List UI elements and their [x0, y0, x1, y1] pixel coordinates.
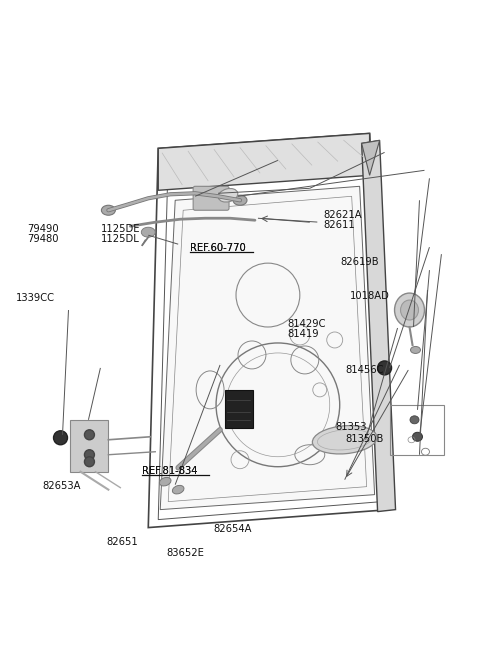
- Text: REF.60-770: REF.60-770: [190, 243, 245, 253]
- Ellipse shape: [395, 293, 424, 327]
- Ellipse shape: [412, 432, 422, 441]
- Text: 82621A: 82621A: [324, 210, 362, 220]
- Circle shape: [378, 361, 392, 375]
- Text: REF.81-834: REF.81-834: [142, 466, 197, 476]
- Text: 81353: 81353: [336, 422, 367, 432]
- Text: REF.81-834: REF.81-834: [142, 466, 197, 476]
- Ellipse shape: [400, 300, 419, 320]
- Circle shape: [84, 430, 95, 440]
- FancyBboxPatch shape: [193, 186, 229, 210]
- Text: REF.60-770: REF.60-770: [190, 243, 245, 253]
- Bar: [71, 420, 108, 472]
- Polygon shape: [160, 186, 374, 510]
- Text: 82611: 82611: [324, 220, 356, 230]
- Circle shape: [84, 457, 95, 467]
- Text: 81429C: 81429C: [288, 319, 326, 329]
- Text: 83652E: 83652E: [166, 548, 204, 558]
- Text: 81350B: 81350B: [345, 434, 384, 443]
- Text: 79480: 79480: [27, 234, 59, 244]
- Polygon shape: [361, 140, 380, 176]
- Ellipse shape: [101, 205, 115, 215]
- Text: 1339CC: 1339CC: [16, 293, 55, 303]
- Bar: [390, 405, 444, 455]
- Ellipse shape: [172, 485, 184, 494]
- Ellipse shape: [233, 195, 247, 205]
- Ellipse shape: [410, 416, 419, 424]
- Text: 79490: 79490: [27, 225, 59, 234]
- Text: 1018AD: 1018AD: [350, 291, 390, 301]
- Polygon shape: [158, 134, 370, 191]
- Text: 81419: 81419: [288, 329, 320, 339]
- Text: 82651: 82651: [107, 537, 139, 547]
- Ellipse shape: [159, 477, 171, 486]
- Circle shape: [84, 450, 95, 460]
- Text: 82654A: 82654A: [214, 524, 252, 534]
- Ellipse shape: [312, 426, 377, 454]
- Polygon shape: [361, 140, 396, 512]
- Text: 82619B: 82619B: [340, 257, 379, 267]
- Ellipse shape: [410, 346, 420, 354]
- Ellipse shape: [218, 189, 238, 202]
- Text: 1125DE: 1125DE: [101, 225, 141, 234]
- Text: 81456C: 81456C: [345, 365, 384, 375]
- Circle shape: [54, 431, 68, 445]
- Bar: [225, 390, 253, 428]
- Text: 82653A: 82653A: [43, 481, 81, 491]
- Ellipse shape: [141, 227, 155, 237]
- Text: 1125DL: 1125DL: [101, 234, 140, 244]
